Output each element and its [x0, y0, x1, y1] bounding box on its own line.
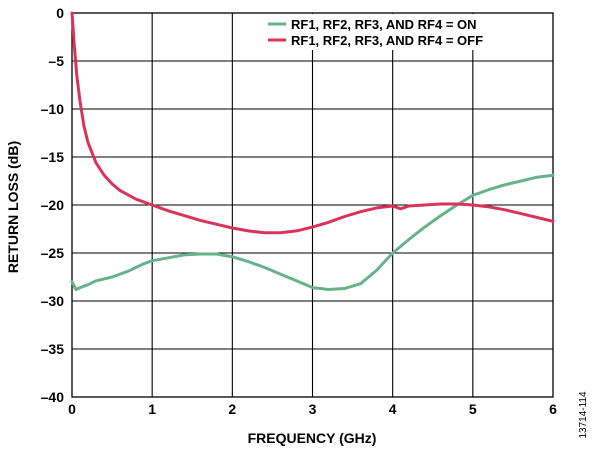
figure-id-label: 13714-114 [578, 391, 589, 439]
y-tick-label: –15 [41, 149, 65, 165]
y-axis-title: RETURN LOSS (dB) [5, 141, 21, 273]
series-line-2 [70, 11, 555, 235]
x-tick-label: 0 [68, 401, 76, 417]
x-tick-label: 3 [309, 401, 317, 417]
y-tick-labels: 0 –5 –10 –15 –20 –25 –30 –35 –40 [41, 5, 65, 405]
legend-label: RF1, RF2, RF3, AND RF4 = ON [291, 17, 477, 32]
plot-frame [71, 12, 554, 398]
y-tick-label: –25 [41, 245, 65, 261]
y-tick-label: –20 [41, 197, 65, 213]
legend-label: RF1, RF2, RF3, AND RF4 = OFF [291, 33, 483, 48]
series-layer [70, 11, 555, 291]
y-tick-label: –35 [41, 341, 65, 357]
y-tick-label: –5 [48, 53, 64, 69]
x-axis-title: FREQUENCY (GHz) [248, 430, 377, 446]
y-tick-label: 0 [56, 5, 64, 21]
x-tick-label: 5 [469, 401, 477, 417]
y-tick-label: –30 [41, 293, 65, 309]
x-tick-label: 1 [148, 401, 156, 417]
y-tick-label: –40 [41, 389, 65, 405]
legend-background [264, 14, 552, 50]
x-tick-label: 2 [228, 401, 236, 417]
y-tick-label: –10 [41, 101, 65, 117]
x-tick-label: 6 [549, 401, 557, 417]
x-tick-label: 4 [389, 401, 397, 417]
x-tick-labels: 0 1 2 3 4 5 6 [68, 401, 557, 417]
